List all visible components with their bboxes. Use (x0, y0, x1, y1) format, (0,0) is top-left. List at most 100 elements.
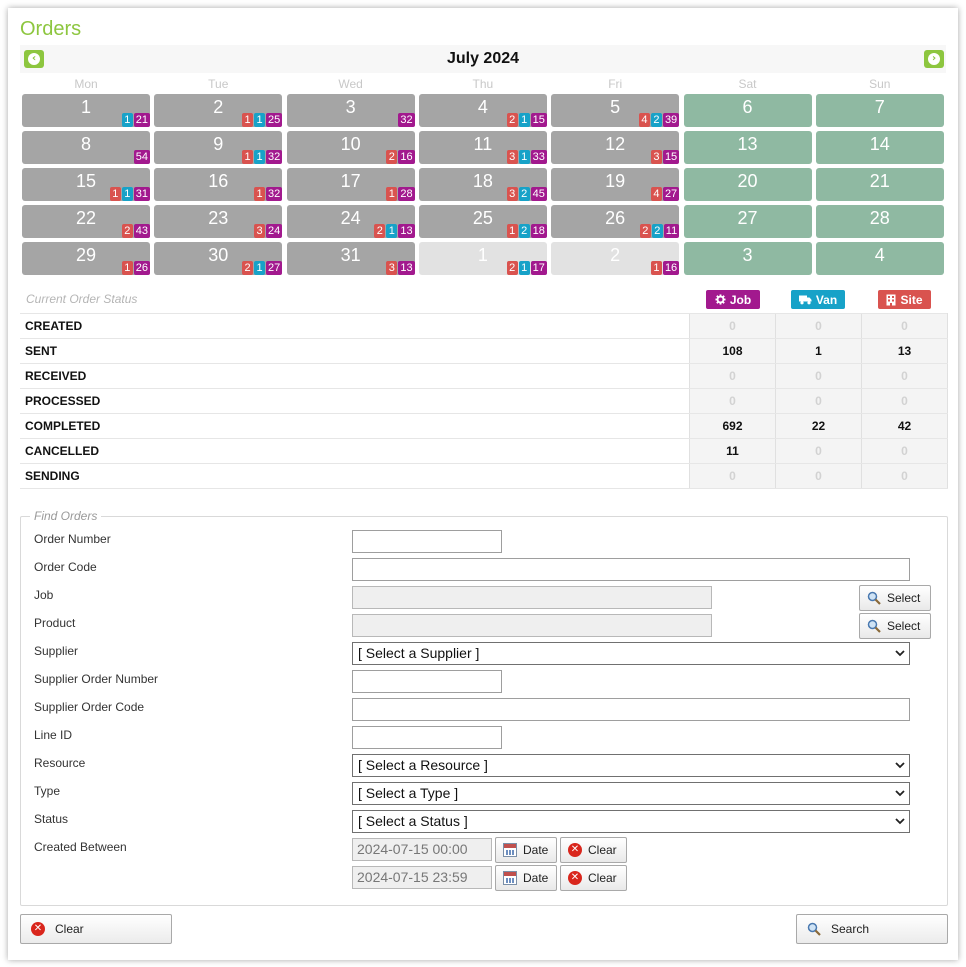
prev-month-button[interactable]: ‹ (24, 50, 44, 68)
created-from-field[interactable]: 2024-07-15 00:00 (352, 838, 492, 861)
created-to-clear-button[interactable]: ✕ Clear (560, 865, 627, 891)
day-number: 8 (80, 134, 91, 154)
status-select-value: [ Select a Status ] (358, 813, 468, 829)
order-count-badges: 1 2 18 (506, 224, 547, 238)
calendar-day[interactable]: 12 3 15 (551, 131, 680, 164)
calendar-day[interactable]: 8 54 (22, 131, 150, 164)
van-count-badge: 2 (518, 187, 530, 201)
job-count-badge: 45 (530, 187, 547, 201)
calendar-day[interactable]: 29 1 26 (22, 242, 150, 275)
van-status-count[interactable]: 1 (775, 338, 862, 364)
status-row: PROCESSED 0 0 0 (20, 388, 948, 414)
calendar-day[interactable]: 10 2 16 (286, 131, 415, 164)
calendar-day[interactable]: 15 1 1 31 (22, 168, 150, 201)
calendar-day[interactable]: 11 3 1 33 (418, 131, 547, 164)
calendar-day[interactable]: 31 3 13 (286, 242, 415, 275)
status-select[interactable]: [ Select a Status ] (352, 810, 910, 833)
resource-select[interactable]: [ Select a Resource ] (352, 754, 910, 777)
van-count-badge: 1 (518, 261, 530, 275)
calendar-day[interactable]: 14 (815, 131, 944, 164)
status-label: Status (34, 812, 69, 826)
calendar-day[interactable]: 2 1 16 (551, 242, 680, 275)
calendar-day[interactable]: 22 2 43 (22, 205, 150, 238)
job-status-count[interactable]: 108 (689, 338, 776, 364)
site-count-badge: 2 (386, 150, 398, 164)
calendar-day[interactable]: 27 (683, 205, 812, 238)
calendar-day[interactable]: 20 (683, 168, 812, 201)
product-select-button[interactable]: Select (859, 613, 931, 639)
calendar-day[interactable]: 4 2 1 15 (418, 94, 547, 127)
order-number-label: Order Number (34, 532, 111, 546)
calendar-day[interactable]: 19 4 27 (551, 168, 680, 201)
job-status-count[interactable]: 692 (689, 413, 776, 439)
created-to-field[interactable]: 2024-07-15 23:59 (352, 866, 492, 889)
calendar-day[interactable]: 3 (683, 242, 812, 275)
month-title: July 2024 (446, 50, 520, 67)
next-month-button[interactable]: › (924, 50, 944, 68)
calendar-day[interactable]: 7 (815, 94, 944, 127)
site-count-badge: 1 (242, 113, 254, 127)
magnifier-icon (867, 619, 881, 633)
close-icon: ✕ (568, 871, 582, 885)
clear-form-button[interactable]: ✕ Clear (20, 914, 172, 944)
search-button[interactable]: Search (796, 914, 948, 944)
calendar-day[interactable]: 17 1 28 (286, 168, 415, 201)
site-count-badge: 2 (374, 224, 386, 238)
day-number: 22 (75, 208, 97, 228)
weekday-label: Thu (472, 77, 494, 91)
calendar-day[interactable]: 13 (683, 131, 812, 164)
site-count-badge: 2 (506, 113, 518, 127)
day-number: 7 (874, 97, 885, 117)
calendar-icon (503, 871, 517, 885)
job-count-badge: 17 (530, 261, 547, 275)
calendar-day[interactable]: 9 1 1 32 (154, 131, 283, 164)
job-select-button[interactable]: Select (859, 585, 931, 611)
job-count-badge: 43 (133, 224, 150, 238)
supplier-order-code-input[interactable] (352, 698, 910, 721)
site-status-count[interactable]: 13 (861, 338, 948, 364)
site-status-count[interactable]: 42 (861, 413, 948, 439)
van-count-badge: 2 (518, 224, 530, 238)
van-status-count[interactable]: 22 (775, 413, 862, 439)
calendar-day[interactable]: 4 (815, 242, 944, 275)
job-status-count[interactable]: 11 (689, 438, 776, 464)
created-to-date-button[interactable]: Date (495, 865, 557, 891)
calendar-day[interactable]: 25 1 2 18 (418, 205, 547, 238)
calendar-day[interactable]: 26 2 2 11 (551, 205, 680, 238)
chevron-left-icon: ‹ (28, 53, 40, 65)
calendar-day[interactable]: 6 (683, 94, 812, 127)
calendar-day[interactable]: 30 2 1 27 (154, 242, 283, 275)
order-number-input[interactable] (352, 530, 502, 553)
supplier-select[interactable]: [ Select a Supplier ] (352, 642, 910, 665)
van-legend-label: Van (815, 292, 838, 307)
calendar-day[interactable]: 24 2 1 13 (286, 205, 415, 238)
van-legend-button[interactable]: Van (791, 290, 845, 309)
created-from-clear-button[interactable]: ✕ Clear (560, 837, 627, 863)
site-legend-button[interactable]: Site (878, 290, 931, 309)
line-id-input[interactable] (352, 726, 502, 749)
job-count-badge: 24 (266, 224, 283, 238)
calendar-day[interactable]: 3 32 (286, 94, 415, 127)
supplier-order-number-input[interactable] (352, 670, 502, 693)
created-from-date-button[interactable]: Date (495, 837, 557, 863)
job-count-badge: 33 (530, 150, 547, 164)
calendar-day[interactable]: 5 4 2 39 (551, 94, 680, 127)
van-status-count: 0 (775, 463, 862, 489)
status-row: SENT 108 1 13 (20, 338, 948, 364)
calendar-day[interactable]: 18 3 2 45 (418, 168, 547, 201)
calendar-day[interactable]: 2 1 1 25 (154, 94, 283, 127)
calendar-day[interactable]: 16 1 32 (154, 168, 283, 201)
type-select[interactable]: [ Select a Type ] (352, 782, 910, 805)
day-number: 21 (869, 171, 890, 191)
job-count-badge: 54 (133, 150, 150, 164)
calendar-day[interactable]: 28 (815, 205, 944, 238)
order-code-input[interactable] (352, 558, 910, 581)
site-legend-label: Site (900, 292, 923, 307)
calendar-day[interactable]: 21 (815, 168, 944, 201)
calendar-day[interactable]: 23 3 24 (154, 205, 283, 238)
calendar-day[interactable]: 1 2 1 17 (418, 242, 547, 275)
job-legend-button[interactable]: Job (706, 290, 760, 309)
calendar-day[interactable]: 1 1 21 (22, 94, 150, 127)
site-status-count: 0 (861, 313, 948, 339)
van-count-badge: 1 (254, 113, 266, 127)
